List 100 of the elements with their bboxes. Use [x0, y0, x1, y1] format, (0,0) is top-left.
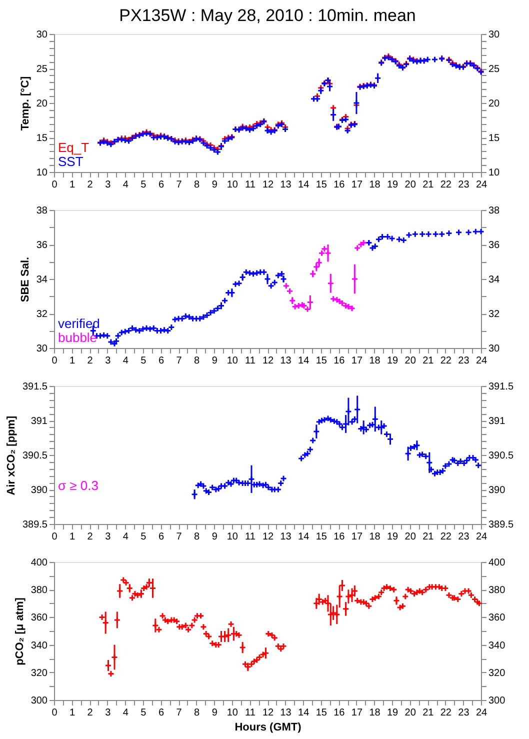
x-tick-label: 2: [87, 356, 94, 366]
x-tick-label: 19: [386, 532, 399, 542]
x-tick-label: 21: [422, 708, 434, 718]
x-tick-label: 10: [226, 532, 238, 542]
x-tick-label: 15: [316, 180, 328, 190]
y2-tick-label: 320: [488, 668, 506, 679]
y2-tick-label: 15: [488, 133, 500, 144]
x-tick-label: 16: [334, 708, 346, 718]
x-tick-label: 8: [194, 708, 200, 718]
y2-tick-label: 340: [488, 640, 506, 652]
x-tick-label: 21: [422, 356, 434, 366]
x-tick-label: 17: [351, 180, 363, 190]
x-tick-label: 10: [226, 708, 238, 718]
x-tick-label: 11: [245, 356, 256, 366]
x-tick-label: 11: [245, 708, 256, 718]
x-axis-title: Hours (GMT): [234, 722, 302, 734]
x-tick-label: 5: [140, 356, 147, 366]
y2-tick-label: 32: [488, 309, 500, 320]
x-tick-label: 1: [70, 180, 76, 190]
x-tick-label: 6: [158, 708, 164, 718]
x-tick-label: 4: [122, 708, 129, 718]
y2-tick-label: 30: [488, 344, 500, 354]
x-tick-label: 9: [212, 708, 218, 718]
x-tick-label: 10: [226, 180, 238, 190]
y2-tick-label: 400: [488, 558, 506, 568]
y-tick-label: 34: [36, 274, 48, 286]
y-tick-label: 30: [36, 344, 48, 354]
x-tick-label: 22: [440, 356, 452, 366]
x-tick-label: 14: [298, 356, 310, 366]
x-tick-label: 9: [212, 532, 218, 542]
x-tick-label: 4: [122, 532, 129, 542]
x-tick-label: 7: [176, 708, 182, 718]
y-tick-label: 360: [30, 612, 48, 624]
x-tick-label: 11: [245, 532, 256, 542]
y2-tick-label: 300: [488, 696, 506, 706]
y2-tick-label: 34: [488, 274, 500, 286]
x-tick-label: 18: [369, 708, 381, 718]
y2-tick-label: 20: [488, 98, 500, 110]
x-tick-label: 13: [280, 532, 292, 542]
y2-tick-label: 390: [488, 485, 506, 496]
x-tick-label: 22: [440, 180, 452, 190]
y-axis-title: Air xCO₂ [ppm]: [5, 415, 18, 496]
x-tick-label: 20: [404, 708, 416, 718]
x-tick-label: 12: [262, 356, 274, 366]
x-tick-label: 3: [105, 708, 112, 718]
y2-tick-label: 36: [488, 240, 500, 251]
x-tick-label: 22: [440, 532, 452, 542]
x-tick-label: 17: [351, 356, 363, 366]
x-tick-label: 8: [194, 356, 200, 366]
x-tick-label: 21: [422, 180, 434, 190]
x-tick-label: 14: [298, 180, 310, 190]
x-tick-label: 24: [476, 532, 488, 542]
y-tick-label: 15: [36, 133, 48, 144]
y-tick-label: 10: [36, 168, 48, 178]
x-tick-label: 6: [158, 180, 164, 190]
y-tick-label: 38: [36, 206, 48, 216]
series-label: SST: [58, 154, 84, 169]
x-tick-label: 3: [105, 532, 112, 542]
x-tick-label: 15: [316, 708, 328, 718]
x-tick-label: 0: [52, 532, 58, 542]
y-tick-label: 390: [30, 485, 48, 496]
x-tick-label: 1: [70, 532, 76, 542]
x-tick-label: 8: [194, 180, 200, 190]
y2-tick-label: 360: [488, 612, 506, 624]
x-tick-label: 12: [262, 708, 274, 718]
x-tick-label: 18: [369, 180, 381, 190]
x-tick-label: 13: [280, 356, 292, 366]
y-axis-title: pCO₂ [μ atm]: [14, 597, 26, 666]
series-label: Eq_T: [58, 140, 90, 155]
x-tick-label: 5: [140, 532, 147, 542]
x-tick-label: 23: [458, 708, 470, 718]
x-tick-label: 24: [476, 708, 488, 718]
x-tick-label: 11: [245, 180, 256, 190]
x-tick-label: 4: [122, 356, 129, 366]
y2-tick-label: 38: [488, 206, 500, 216]
x-tick-label: 6: [158, 356, 164, 366]
annotation: σ ≥ 0.3: [58, 478, 98, 493]
x-tick-label: 24: [476, 180, 488, 190]
x-tick-label: 23: [458, 180, 470, 190]
y2-tick-label: 389.5: [488, 520, 514, 530]
x-tick-label: 21: [422, 532, 434, 542]
text: bubble: [58, 330, 98, 345]
x-tick-label: 1: [70, 356, 76, 366]
y2-tick-label: 30: [488, 30, 500, 40]
y-axis-title: SBE Sal.: [19, 256, 32, 302]
x-tick-label: 6: [158, 532, 164, 542]
x-tick-label: 16: [334, 356, 346, 366]
y2-tick-label: 25: [488, 64, 500, 75]
x-tick-label: 22: [440, 708, 452, 718]
x-tick-label: 19: [386, 356, 399, 366]
x-tick-label: 20: [404, 532, 416, 542]
y2-tick-label: 10: [488, 168, 500, 178]
x-tick-label: 13: [280, 180, 292, 190]
x-tick-label: 5: [140, 708, 147, 718]
x-tick-label: 12: [262, 532, 274, 542]
x-tick-label: 23: [458, 356, 470, 366]
y-tick-label: 400: [30, 558, 48, 568]
y-tick-label: 389.5: [22, 520, 48, 530]
y-tick-label: 340: [30, 640, 48, 652]
x-tick-label: 19: [386, 180, 399, 190]
